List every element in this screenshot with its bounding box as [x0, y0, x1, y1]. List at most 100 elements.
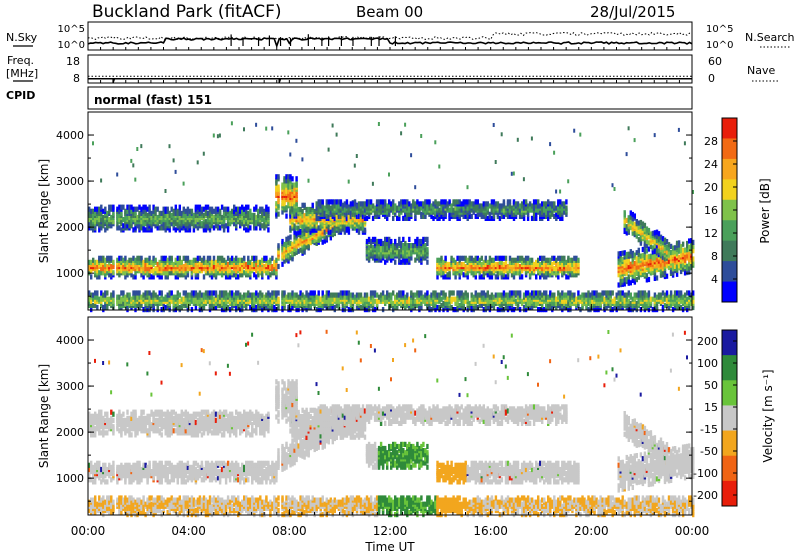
heatmap-cell — [146, 206, 149, 212]
heatmap-cell — [267, 274, 270, 280]
heatmap-cell — [90, 292, 93, 298]
heatmap-cell — [162, 255, 165, 261]
heatmap-cell — [323, 229, 327, 235]
heatmap-cell — [341, 203, 345, 209]
heatmap-cell — [100, 225, 103, 231]
heatmap-cell — [426, 247, 429, 253]
heatmap-cell — [563, 209, 566, 215]
heatmap-cell — [377, 238, 381, 245]
heatmap-cell — [237, 257, 240, 263]
heatmap-cell — [490, 274, 494, 280]
heatmap-cell — [313, 213, 316, 219]
heatmap-cell — [190, 219, 194, 225]
heatmap-cell — [440, 290, 443, 296]
heatmap-cell — [253, 206, 256, 212]
heatmap-cell — [319, 296, 322, 302]
heatmap-cell — [414, 207, 417, 213]
heatmap-cell — [381, 203, 385, 209]
heatmap-cell — [563, 270, 566, 276]
heatmap-cell — [530, 270, 534, 276]
heatmap-cell — [541, 201, 544, 207]
heatmap-cell — [275, 184, 278, 190]
heatmap-cell — [516, 294, 520, 300]
heatmap-cell — [124, 294, 127, 300]
heatmap-cell — [277, 174, 280, 180]
freq-tick-top: 18 — [66, 55, 80, 68]
heatmap-cell — [166, 266, 169, 272]
heatmap-cell — [291, 250, 294, 256]
heatmap-cell — [156, 302, 159, 309]
heatmap-cell — [440, 296, 443, 302]
heatmap-cell — [420, 238, 423, 245]
heatmap-cell — [295, 231, 298, 237]
heatmap-cell — [388, 199, 391, 205]
heatmap-cell — [224, 259, 228, 265]
heatmap-cell — [337, 199, 341, 205]
heatmap-cell — [297, 294, 300, 300]
heatmap-cell — [462, 292, 465, 298]
heatmap-cell — [146, 290, 149, 296]
heatmap-cell — [329, 215, 333, 221]
noise-search-line — [87, 31, 693, 41]
heatmap-cell — [257, 259, 260, 265]
heatmap-cell — [176, 208, 180, 214]
heatmap-cell — [90, 268, 93, 274]
heatmap-cell — [367, 296, 371, 302]
heatmap-cell — [289, 201, 292, 207]
heatmap-cell — [235, 259, 238, 265]
heatmap-cell — [551, 201, 554, 207]
heatmap-cell — [255, 304, 258, 311]
heatmap-cell — [414, 201, 417, 207]
heatmap-cell — [164, 255, 167, 261]
heatmap-cell — [162, 296, 165, 302]
heatmap-cell — [390, 298, 393, 304]
heatmap-cell — [528, 201, 532, 207]
heatmap-cell — [504, 264, 508, 270]
heatmap-cell — [162, 206, 165, 212]
heatmap-cell — [504, 304, 508, 311]
heatmap-cell — [478, 274, 482, 280]
heatmap-cell — [353, 205, 357, 211]
heatmap-cell — [239, 219, 242, 225]
heatmap-cell — [392, 249, 395, 255]
heatmap-cell — [317, 215, 320, 221]
heatmap-cell — [297, 206, 300, 213]
heatmap-cell — [486, 215, 490, 221]
heatmap-cell — [220, 272, 224, 278]
heatmap-cell — [245, 212, 248, 218]
heatmap-cell — [295, 211, 298, 217]
heatmap-cell — [297, 225, 300, 231]
heatmap-cell — [390, 201, 393, 207]
heatmap-cell — [480, 255, 484, 261]
heatmap-cell — [508, 255, 512, 261]
heatmap-cell — [108, 296, 111, 302]
heatmap-cell — [377, 199, 381, 205]
heatmap-cell — [287, 292, 290, 298]
heatmap-cell — [388, 292, 391, 298]
heatmap-cell — [400, 199, 403, 205]
heatmap-cell — [321, 199, 324, 205]
heatmap-cell — [432, 290, 435, 296]
heatmap-cell — [488, 274, 492, 280]
heatmap-cell — [303, 243, 306, 249]
heatmap-cell — [488, 270, 492, 276]
heatmap-cell — [281, 201, 284, 207]
heatmap-cell — [422, 201, 425, 207]
heatmap-cell — [482, 290, 486, 296]
heatmap-cell — [148, 298, 151, 304]
heatmap-cell — [102, 296, 105, 302]
heatmap-cell — [392, 243, 395, 249]
heatmap-cell — [402, 290, 405, 296]
heatmap-cell — [235, 290, 238, 296]
heatmap-cell — [406, 243, 409, 249]
heatmap-cell — [204, 219, 208, 225]
heatmap-cell — [162, 302, 165, 309]
heatmap-cell — [174, 208, 178, 214]
heatmap-cell — [251, 255, 254, 261]
heatmap-cell — [528, 257, 532, 263]
heatmap-cell — [194, 261, 198, 268]
heatmap-cell — [502, 261, 506, 268]
heatmap-cell — [200, 206, 204, 212]
heatmap-cell — [369, 238, 373, 245]
heatmap-cell — [277, 304, 280, 311]
